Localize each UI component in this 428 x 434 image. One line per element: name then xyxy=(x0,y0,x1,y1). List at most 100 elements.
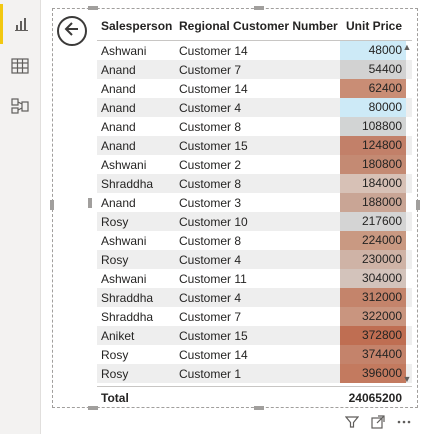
table-row[interactable]: Anand Customer 4 80000 xyxy=(97,98,412,117)
column-header-salesperson[interactable]: Salesperson xyxy=(101,19,173,33)
cell-unit-price: 62400 xyxy=(340,79,406,98)
table-row[interactable]: Ashwani Customer 2 180800 xyxy=(97,155,412,174)
cell-unit-price: 224000 xyxy=(340,231,406,250)
cell-salesperson: Anand xyxy=(101,138,136,153)
table-row[interactable]: Ashwani Customer 8 224000 xyxy=(97,231,412,250)
cell-customer: Customer 8 xyxy=(179,119,242,134)
left-nav-rail xyxy=(0,0,41,434)
filter-icon[interactable] xyxy=(344,414,360,430)
cell-unit-price: 374400 xyxy=(340,345,406,364)
table-row[interactable]: Anand Customer 3 188000 xyxy=(97,193,412,212)
cell-salesperson: Anand xyxy=(101,100,136,115)
cell-customer: Customer 15 xyxy=(179,328,248,343)
cell-customer: Customer 4 xyxy=(179,290,242,305)
cell-unit-price: 217600 xyxy=(340,212,406,231)
cell-salesperson: Aniket xyxy=(101,328,135,343)
cell-salesperson: Anand xyxy=(101,195,136,210)
table-body: Ashwani Customer 14 48000 Anand Customer 7 54… xyxy=(97,41,412,383)
table-row[interactable]: Ashwani Customer 11 304000 xyxy=(97,269,412,288)
column-header-unit-price[interactable]: Unit Price xyxy=(345,19,402,33)
cell-unit-price: 80000 xyxy=(340,98,406,117)
cell-unit-price: 312000 xyxy=(340,288,406,307)
table-row[interactable]: Shraddha Customer 8 184000 xyxy=(97,174,412,193)
cell-salesperson: Rosy xyxy=(101,252,129,267)
table-icon xyxy=(11,58,29,74)
focus-mode-icon[interactable] xyxy=(370,414,386,430)
cell-customer: Customer 1 xyxy=(179,366,242,381)
table-row[interactable]: Rosy Customer 4 230000 xyxy=(97,250,412,269)
table-row[interactable]: Rosy Customer 10 217600 xyxy=(97,212,412,231)
resize-handle-bottom-left[interactable] xyxy=(88,406,98,410)
cell-unit-price: 372800 xyxy=(340,326,406,345)
table-row[interactable]: Ashwani Customer 14 48000 xyxy=(97,41,412,60)
cell-unit-price: 180800 xyxy=(340,155,406,174)
data-view-button[interactable] xyxy=(0,46,40,86)
cell-unit-price: 322000 xyxy=(340,307,406,326)
resize-handle-top[interactable] xyxy=(254,6,264,10)
cell-customer: Customer 14 xyxy=(179,347,248,362)
report-view-button[interactable] xyxy=(0,4,40,44)
resize-handle-mid-left[interactable] xyxy=(88,198,92,208)
scroll-down-arrow[interactable]: ▼ xyxy=(402,374,412,384)
table-row[interactable]: Rosy Customer 14 374400 xyxy=(97,345,412,364)
cell-unit-price: 184000 xyxy=(340,174,406,193)
resize-handle-right[interactable] xyxy=(416,200,420,210)
table-header-row: Salesperson Regional Customer Number Uni… xyxy=(97,12,412,41)
cell-salesperson: Anand xyxy=(101,119,136,134)
resize-handle-bottom[interactable] xyxy=(254,406,264,410)
cell-customer: Customer 4 xyxy=(179,100,242,115)
cell-customer: Customer 3 xyxy=(179,195,242,210)
back-button[interactable] xyxy=(57,16,87,46)
cell-salesperson: Anand xyxy=(101,81,136,96)
cell-salesperson: Rosy xyxy=(101,214,129,229)
table-row[interactable]: Aniket Customer 15 372800 xyxy=(97,326,412,345)
cell-customer: Customer 2 xyxy=(179,157,242,172)
data-table: Salesperson Regional Customer Number Uni… xyxy=(97,12,412,409)
cell-customer: Customer 14 xyxy=(179,81,248,96)
table-row[interactable]: Anand Customer 14 62400 xyxy=(97,79,412,98)
table-row[interactable]: Shraddha Customer 4 312000 xyxy=(97,288,412,307)
cell-customer: Customer 10 xyxy=(179,214,248,229)
model-icon xyxy=(11,97,29,115)
table-row[interactable]: Shraddha Customer 7 322000 xyxy=(97,307,412,326)
cell-customer: Customer 8 xyxy=(179,233,242,248)
report-icon xyxy=(14,16,30,32)
cell-salesperson: Rosy xyxy=(101,347,129,362)
cell-salesperson: Anand xyxy=(101,62,136,77)
cell-customer: Customer 8 xyxy=(179,176,242,191)
table-row[interactable]: Anand Customer 8 108800 xyxy=(97,117,412,136)
resize-handle-top-left[interactable] xyxy=(88,6,98,10)
cell-salesperson: Shraddha xyxy=(101,290,154,305)
scroll-up-arrow[interactable]: ▲ xyxy=(402,42,412,52)
cell-salesperson: Ashwani xyxy=(101,233,147,248)
cell-salesperson: Shraddha xyxy=(101,309,154,324)
model-view-button[interactable] xyxy=(0,86,40,126)
resize-handle-left[interactable] xyxy=(50,200,54,210)
total-row: Total 24065200 xyxy=(97,386,412,409)
cell-customer: Customer 7 xyxy=(179,309,242,324)
table-row[interactable]: Rosy Customer 1 396000 xyxy=(97,364,412,383)
cell-customer: Customer 4 xyxy=(179,252,242,267)
cell-customer: Customer 7 xyxy=(179,62,242,77)
cell-unit-price: 230000 xyxy=(340,250,406,269)
column-header-customer[interactable]: Regional Customer Number xyxy=(179,19,338,33)
cell-unit-price: 304000 xyxy=(340,269,406,288)
more-options-icon[interactable] xyxy=(396,414,412,430)
table-row[interactable]: Anand Customer 7 54400 xyxy=(97,60,412,79)
cell-salesperson: Rosy xyxy=(101,366,129,381)
cell-salesperson: Ashwani xyxy=(101,157,147,172)
cell-salesperson: Shraddha xyxy=(101,176,154,191)
arrow-left-icon xyxy=(63,20,81,43)
cell-unit-price: 124800 xyxy=(340,136,406,155)
total-value: 24065200 xyxy=(348,391,402,405)
cell-unit-price: 396000 xyxy=(340,364,406,383)
cell-customer: Customer 14 xyxy=(179,43,248,58)
cell-customer: Customer 11 xyxy=(179,271,247,286)
table-row[interactable]: Anand Customer 15 124800 xyxy=(97,136,412,155)
total-label: Total xyxy=(101,391,129,405)
cell-unit-price: 48000 xyxy=(340,41,406,60)
cell-unit-price: 188000 xyxy=(340,193,406,212)
cell-salesperson: Ashwani xyxy=(101,271,147,286)
cell-salesperson: Ashwani xyxy=(101,43,147,58)
cell-customer: Customer 15 xyxy=(179,138,248,153)
